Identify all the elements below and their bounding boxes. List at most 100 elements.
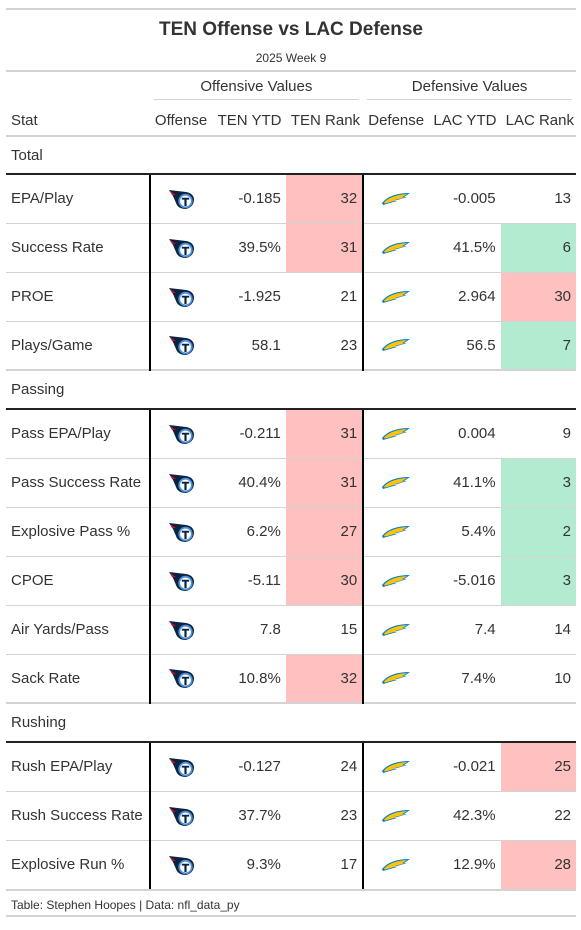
ten-ytd-cell: 10.8% <box>238 669 281 687</box>
offense-logo-cell <box>148 605 213 655</box>
stat-name-cell: Sack Rate <box>11 669 81 687</box>
defensive-values-spanner: Defensive Values <box>367 78 572 100</box>
group-header-row: Rushing <box>6 702 576 743</box>
defense-logo-cell <box>362 409 429 459</box>
stat-name-cell: CPOE <box>6 556 150 606</box>
stat-name-cell: Rush EPA/Play <box>6 742 150 792</box>
offensive-values-spanner: Offensive Values <box>153 78 360 100</box>
ten-ytd-cell: 6.2% <box>212 507 286 557</box>
offense-logo-cell <box>148 174 213 224</box>
defense-logo-cell <box>362 556 429 606</box>
titans-logo-icon <box>168 806 194 826</box>
col-header-defense: Defense <box>363 104 429 137</box>
lac-rank-cell: 7 <box>500 321 576 370</box>
stat-name-cell: Success Rate <box>6 223 150 273</box>
col-header-offense: Offense <box>149 104 213 137</box>
titans-logo-icon <box>168 757 194 777</box>
stat-name-cell: Explosive Pass % <box>6 507 150 557</box>
table-row: Pass EPA/Play -0.211 31 0.004 9 <box>6 409 576 459</box>
ten-rank-cell: 31 <box>285 409 364 459</box>
offense-logo-cell <box>148 742 213 792</box>
titans-logo-icon <box>168 424 194 444</box>
offense-logo-cell <box>148 321 213 370</box>
ten-rank-cell: 23 <box>285 791 364 841</box>
lac-ytd-cell: -0.005 <box>428 174 501 224</box>
lac-rank-cell: 6 <box>500 223 576 273</box>
table-row: Air Yards/Pass 7.8 15 7.4 14 <box>6 605 576 655</box>
lac-rank-cell: 2 <box>500 507 576 557</box>
ten-ytd-cell: 7.8 <box>212 605 286 655</box>
col-header-stat: Stat <box>6 104 150 137</box>
lac-rank-cell: 3 <box>500 556 576 606</box>
offense-logo-cell <box>148 409 213 459</box>
ten-ytd-cell: 9.3% <box>246 856 281 874</box>
defense-logo-cell <box>362 321 429 370</box>
offense-logo-cell <box>148 223 213 273</box>
chargers-bolt-icon <box>382 525 411 538</box>
offense-logo-cell <box>148 272 213 322</box>
offense-logo-cell <box>148 654 213 703</box>
table-row: Sack Rate 10.8% 32 7.4% 10 <box>6 654 576 703</box>
titans-logo-icon <box>168 669 194 689</box>
lac-ytd-cell: -0.021 <box>428 742 501 792</box>
ten-ytd-cell: -5.11 <box>212 556 286 606</box>
stat-name-cell: EPA/Play <box>6 174 150 224</box>
lac-rank-cell: 3 <box>500 458 576 508</box>
stat-name-cell: Explosive Run % <box>11 856 125 874</box>
table-row: Rush Success Rate 37.7% 23 42.3% 22 <box>6 791 576 841</box>
defense-logo-cell <box>362 742 429 792</box>
lac-ytd-cell: 7.4 <box>428 605 501 655</box>
table-row: Pass Success Rate 40.4% 31 41.1% 3 <box>6 458 576 508</box>
titans-logo-icon <box>168 287 194 307</box>
titans-logo-icon <box>168 620 194 640</box>
table-row: Success Rate 39.5% 31 41.5% 6 <box>6 223 576 273</box>
stat-name-cell: Pass EPA/Play <box>6 409 150 459</box>
table-row: PROE -1.925 21 2.964 30 <box>6 272 576 322</box>
ten-rank-cell: 21 <box>285 272 364 322</box>
ten-rank-cell: 27 <box>285 507 364 557</box>
lac-ytd-cell: -5.016 <box>428 556 501 606</box>
col-header-lac-ytd: LAC YTD <box>428 104 501 137</box>
ten-rank-cell: 32 <box>285 654 364 703</box>
lac-rank-cell: 28 <box>500 840 576 889</box>
lac-ytd-cell: 41.1% <box>428 458 501 508</box>
top-rule <box>6 8 576 10</box>
table-row: CPOE -5.11 30 -5.016 3 <box>6 556 576 606</box>
ten-ytd-cell: -0.211 <box>212 409 286 459</box>
lac-rank-cell: 10 <box>554 669 571 687</box>
ten-ytd-cell: -0.127 <box>212 742 286 792</box>
col-header-lac-rank: LAC Rank <box>500 104 576 137</box>
lac-ytd-cell: 42.3% <box>428 791 501 841</box>
table-source-note: Table: Stephen Hoopes | Data: nfl_data_p… <box>6 889 576 917</box>
defense-logo-cell <box>362 223 429 273</box>
titans-logo-icon <box>168 336 194 356</box>
chargers-bolt-icon <box>382 241 411 254</box>
chargers-bolt-icon <box>382 858 411 871</box>
titans-logo-icon <box>168 571 194 591</box>
titans-logo-icon <box>168 473 194 493</box>
chargers-bolt-icon <box>382 623 411 636</box>
column-header-row: Stat Offense TEN YTD TEN Rank Defense LA… <box>6 104 576 137</box>
titans-logo-icon <box>168 855 194 875</box>
defense-logo-cell <box>362 174 429 224</box>
ten-rank-cell: 17 <box>340 856 358 874</box>
group-label-rushing: Rushing <box>6 702 576 743</box>
col-header-ten-rank: TEN Rank <box>285 104 364 137</box>
lac-ytd-cell: 2.964 <box>428 272 501 322</box>
group-header-row: Total <box>6 136 576 175</box>
ten-rank-cell: 30 <box>285 556 364 606</box>
lac-rank-cell: 14 <box>500 605 576 655</box>
chargers-bolt-icon <box>382 672 411 685</box>
defense-logo-cell <box>362 840 429 889</box>
lac-ytd-cell: 0.004 <box>428 409 501 459</box>
chargers-bolt-icon <box>382 290 411 303</box>
table-row: Plays/Game 58.1 23 56.5 7 <box>6 321 576 370</box>
stat-name-cell: Air Yards/Pass <box>6 605 150 655</box>
lac-ytd-cell: 41.5% <box>428 223 501 273</box>
offense-logo-cell <box>148 791 213 841</box>
group-header-row: Passing <box>6 369 576 410</box>
stat-name-cell: Rush Success Rate <box>6 791 150 841</box>
col-header-ten-ytd: TEN YTD <box>212 104 286 137</box>
lac-ytd-cell: 56.5 <box>466 336 496 354</box>
offense-logo-cell <box>148 507 213 557</box>
